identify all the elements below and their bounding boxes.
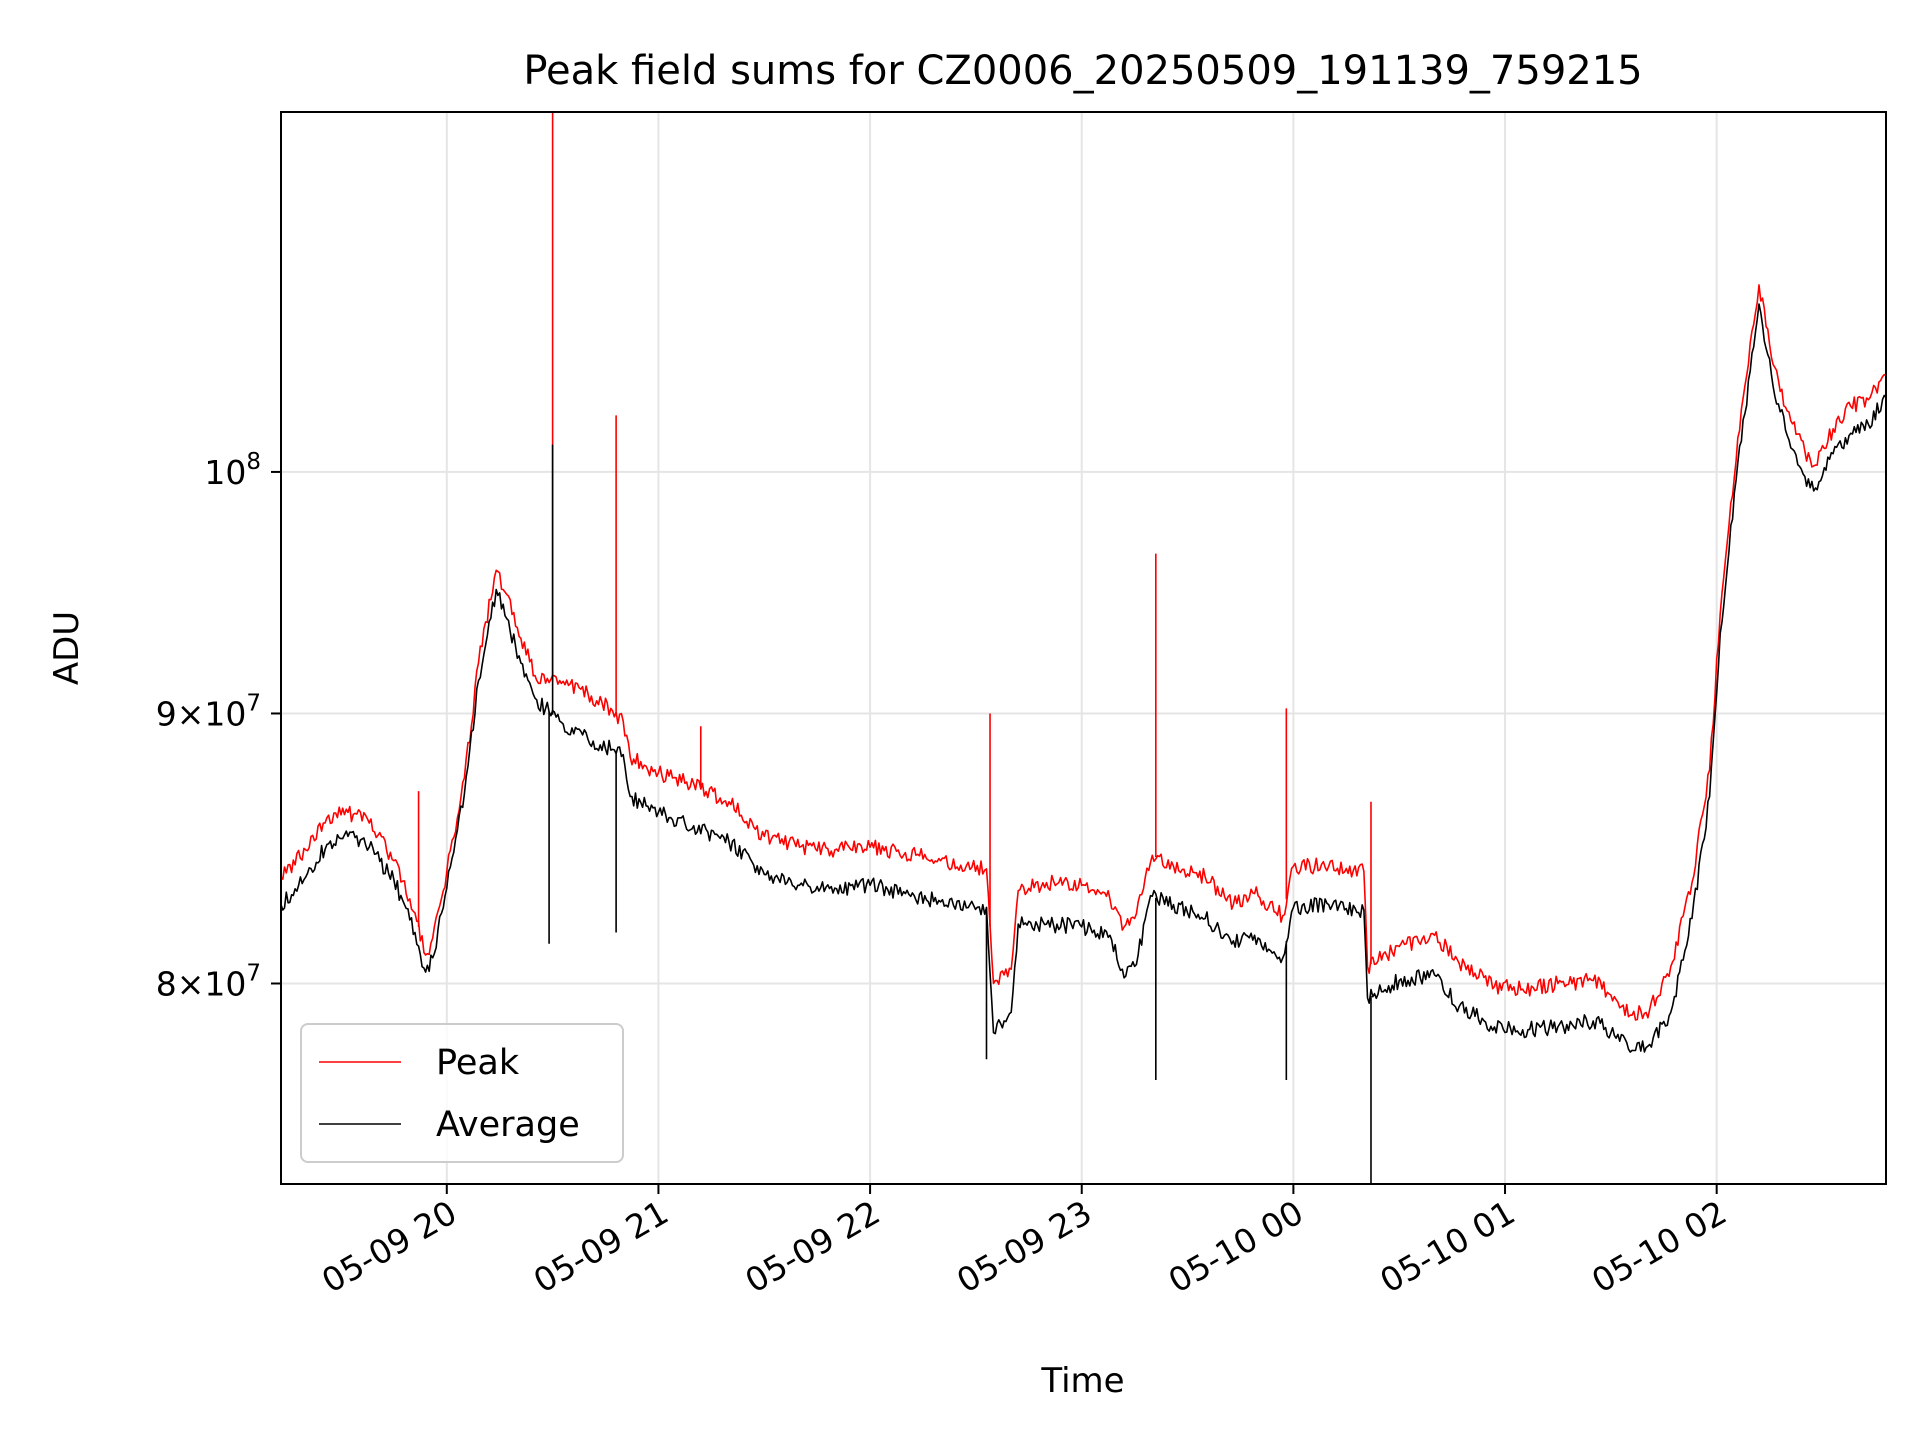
legend-label-peak: Peak (436, 1043, 520, 1083)
series-line-peak (281, 284, 1886, 1021)
series-line-average (281, 303, 1886, 1053)
plot-frame (280, 111, 1887, 1185)
series-layer (281, 112, 1886, 1184)
legend-label-average: Average (436, 1105, 580, 1145)
grid (281, 112, 1886, 1184)
y-tick-label: 8×107 (156, 960, 261, 1003)
y-tick-label: 9×107 (156, 690, 261, 733)
legend: Peak Average (300, 1023, 624, 1163)
chart-title: Peak field sums for CZ0006_20250509_1911… (523, 48, 1642, 94)
y-axis-label: ADU (47, 611, 87, 685)
legend-box (300, 1023, 624, 1163)
x-axis-label: Time (1040, 1361, 1124, 1401)
